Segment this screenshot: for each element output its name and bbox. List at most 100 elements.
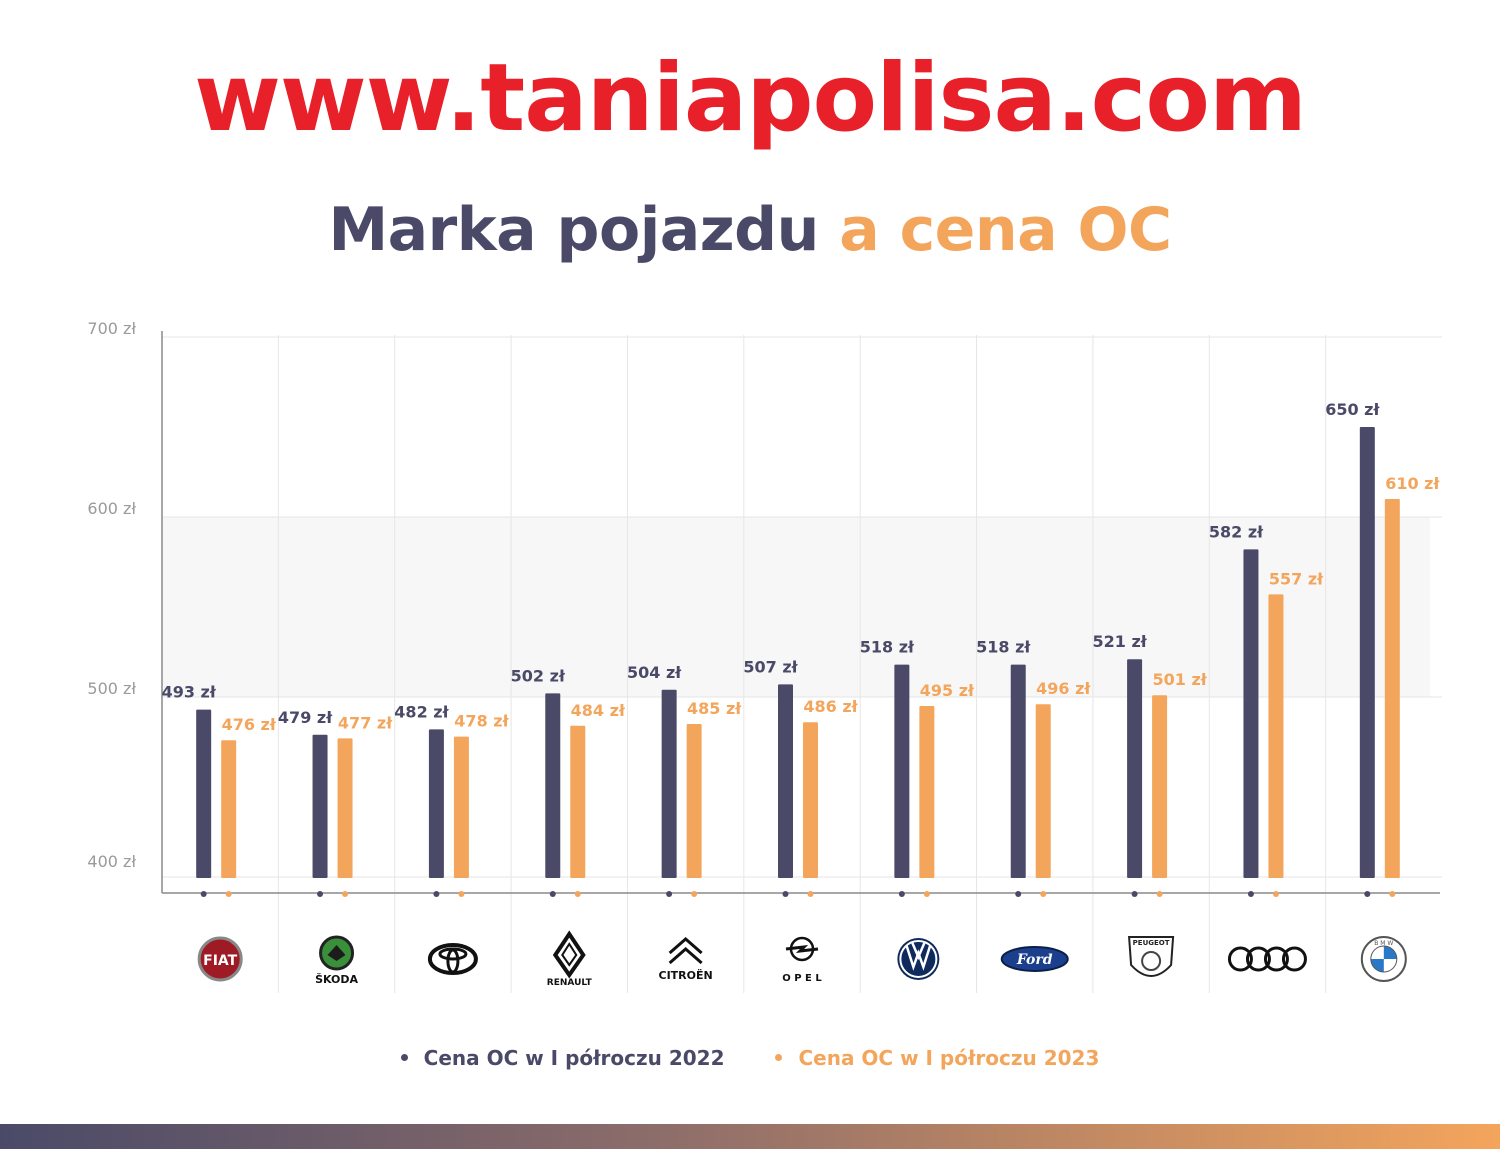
bar-2023 (686, 724, 702, 878)
legend-label-2022: Cena OC w I półroczu 2022 (423, 1046, 725, 1070)
data-label-2023: 501 zł (1152, 670, 1207, 689)
bar-2023 (1384, 499, 1400, 878)
axis-dot-2023 (225, 891, 232, 897)
legend-item-2022: Cena OC w I półroczu 2022 (400, 1046, 725, 1070)
axis-dot-2022 (317, 891, 324, 897)
legend-label-2023: Cena OC w I półroczu 2023 (798, 1046, 1100, 1070)
renault-logo-icon: RENAULT (547, 930, 593, 988)
toyota-logo-icon (427, 943, 478, 975)
axis-dot-2022 (200, 891, 207, 897)
bar-2023 (803, 722, 818, 878)
axis-dot-2023 (342, 891, 349, 897)
svg-text:ŠKODA: ŠKODA (315, 973, 358, 986)
axis-dot-2023 (1389, 891, 1396, 897)
data-label-2022: 650 zł (1325, 400, 1380, 419)
bar-2022 (778, 684, 793, 878)
axis-dot-2023 (458, 891, 465, 897)
data-label-2022: 521 zł (1092, 632, 1147, 651)
axis-dot-2022 (549, 891, 556, 897)
data-label-2022: 507 zł (743, 657, 798, 676)
data-label-2023: 478 zł (454, 712, 509, 731)
data-label-2022: 493 zł (162, 683, 217, 702)
y-tick-label: 600 zł (87, 499, 136, 518)
data-label-2023: 476 zł (222, 715, 277, 734)
bar-2023 (919, 706, 935, 878)
fiat-logo-icon: FIAT (197, 936, 243, 982)
bottom-gradient-bar (0, 1124, 1500, 1149)
bar-chart: 400 zł 500 zł 600 zł 700 zł 493 zł 476 zł 479 … (87, 319, 1442, 993)
svg-text:CITROËN: CITROËN (659, 968, 713, 982)
title-part-2: a cena OC (839, 195, 1172, 265)
data-label-2022: 479 zł (278, 708, 333, 727)
svg-text:O P E L: O P E L (782, 973, 822, 984)
y-tick-label: 400 zł (87, 852, 136, 871)
audi-logo-icon (1227, 946, 1307, 972)
axis-dot-2022 (1364, 891, 1371, 897)
bar-2022 (1127, 659, 1143, 878)
data-label-2023: 486 zł (803, 697, 858, 716)
bar-2023 (1035, 704, 1051, 878)
bar-2022 (196, 709, 212, 878)
bar-2022 (1243, 549, 1259, 878)
data-label-2023: 495 zł (920, 681, 975, 700)
axis-dot-2023 (1156, 891, 1163, 897)
svg-text:B M W: B M W (1374, 940, 1393, 947)
data-label-2023: 557 zł (1269, 569, 1324, 588)
axis-dot-2022 (1015, 891, 1022, 897)
axis-dot-2022 (782, 891, 789, 897)
bar-2022 (545, 693, 561, 878)
data-label-2022: 482 zł (394, 702, 449, 721)
bar-2022 (312, 734, 328, 878)
bar-2022 (661, 689, 677, 878)
legend-dot-2023 (775, 1054, 783, 1061)
legend-item-2023: Cena OC w I półroczu 2023 (775, 1046, 1099, 1070)
legend: Cena OC w I półroczu 2022 Cena OC w I pó… (0, 1046, 1500, 1070)
data-label-2023: 484 zł (571, 701, 626, 720)
bar-2023 (221, 740, 237, 878)
svg-text:Ford: Ford (1016, 952, 1053, 968)
axis-dot-2022 (898, 891, 905, 897)
axis-dot-2023 (923, 891, 930, 897)
data-label-2022: 502 zł (511, 666, 566, 685)
title-part-1: Marka pojazdu (328, 195, 819, 265)
svg-text:PEUGEOT: PEUGEOT (1133, 939, 1170, 947)
axis-dot-2022 (1247, 891, 1254, 897)
axis-dot-2023 (1040, 891, 1047, 897)
chart-title: Marka pojazdu a cena OC (0, 200, 1500, 260)
y-tick-label: 500 zł (87, 679, 136, 698)
data-label-2022: 518 zł (860, 638, 915, 657)
data-label-2022: 518 zł (976, 638, 1031, 657)
axis-dot-2023 (1272, 891, 1279, 897)
chart-band (162, 517, 1430, 697)
data-label-2023: 477 zł (338, 713, 393, 732)
site-url: www.taniapolisa.com (194, 44, 1307, 153)
y-tick-label: 700 zł (87, 319, 136, 338)
svg-text:FIAT: FIAT (203, 953, 238, 969)
bar-2022 (1010, 664, 1026, 878)
bar-2023 (337, 738, 353, 878)
svg-text:RENAULT: RENAULT (547, 978, 593, 988)
bar-2023 (1268, 594, 1284, 878)
bar-2022 (428, 729, 444, 878)
legend-dot-2022 (400, 1054, 408, 1061)
bar-2023 (1152, 695, 1168, 878)
volkswagen-logo-icon (897, 938, 940, 980)
axis-dot-2022 (666, 891, 673, 897)
axis-dot-2023 (574, 891, 581, 897)
axis-dot-2022 (1131, 891, 1138, 897)
citroen-logo-icon: CITROËN (659, 937, 713, 982)
peugeot-logo-icon: PEUGEOT (1128, 936, 1175, 977)
bar-2022 (894, 664, 910, 878)
skoda-logo-icon: ŠKODA (315, 935, 359, 986)
axis-dot-2023 (807, 891, 814, 897)
bar-2023 (453, 736, 469, 878)
ford-logo-icon: Ford (1000, 946, 1069, 972)
bar-2023 (570, 725, 586, 878)
opel-logo-icon: O P E L (782, 936, 822, 984)
data-label-2023: 496 zł (1036, 679, 1091, 698)
axis-dot-2022 (433, 891, 440, 897)
data-label-2022: 582 zł (1209, 522, 1264, 541)
axis-dot-2023 (691, 891, 698, 897)
data-label-2022: 504 zł (627, 663, 682, 682)
bmw-logo-icon: B M W (1360, 936, 1407, 982)
